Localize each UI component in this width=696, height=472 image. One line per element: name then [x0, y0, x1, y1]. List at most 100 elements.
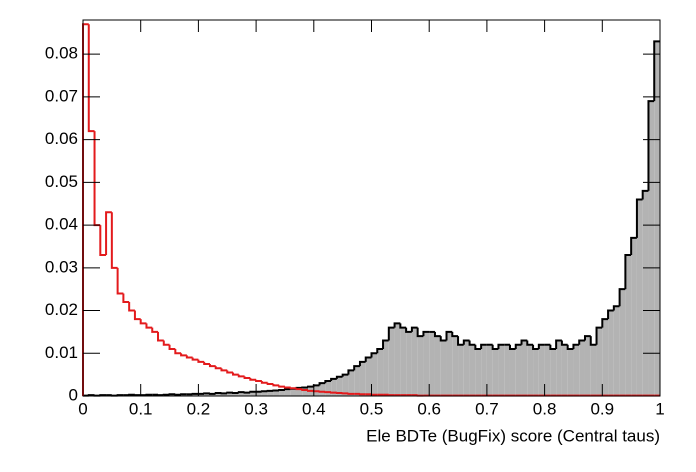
hist-bar: [636, 199, 643, 396]
hist-bar: [244, 392, 251, 396]
hist-bar: [221, 393, 228, 396]
hist-step: [578, 339, 585, 345]
hist-step: [653, 40, 660, 102]
hist-step: [168, 344, 176, 350]
hist-step: [480, 343, 487, 349]
x-tick-label: 1: [655, 399, 664, 418]
hist-bar: [567, 349, 574, 396]
hist-bar: [198, 393, 205, 396]
hist-bar: [625, 255, 632, 396]
hist-step: [197, 359, 205, 363]
hist-step: [260, 381, 268, 384]
hist-step: [422, 330, 430, 337]
hist-bar: [446, 331, 453, 396]
hist-step: [457, 336, 464, 346]
y-tick-label: 0.05: [45, 172, 78, 191]
hist-bar: [325, 381, 332, 396]
hist-bar: [215, 393, 222, 396]
hist-bar: [648, 101, 655, 396]
y-tick-label: 0: [69, 385, 78, 404]
hist-step: [180, 353, 187, 357]
hist-bar: [631, 237, 637, 396]
hist-bar: [584, 336, 591, 396]
y-tick-label: 0.06: [45, 129, 78, 148]
hist-step: [174, 349, 182, 355]
hist-step: [232, 372, 239, 376]
x-tick-label: 0.9: [590, 399, 614, 418]
hist-step: [185, 355, 193, 359]
hist-step: [249, 378, 257, 381]
hist-bar: [463, 340, 470, 396]
hist-step: [110, 212, 118, 269]
hist-step: [595, 326, 603, 345]
hist-bar: [538, 344, 545, 396]
plot-frame: [82, 19, 661, 397]
hist-step: [376, 348, 384, 354]
hist-step: [330, 377, 337, 382]
hist-bar: [527, 344, 534, 396]
hist-bar: [521, 340, 528, 396]
hist-step: [508, 344, 516, 350]
hist-bar: [331, 378, 337, 396]
x-axis-label: Ele BDTe (BugFix) score (Central taus): [366, 426, 660, 445]
hist-step: [514, 343, 522, 349]
hist-step: [93, 131, 101, 227]
hist-step: [220, 368, 228, 372]
hist-step: [474, 344, 482, 350]
hist-bar: [544, 344, 551, 396]
hist-bar: [602, 319, 609, 396]
hist-step: [612, 305, 620, 311]
hist-step: [382, 339, 389, 349]
hist-bar: [394, 323, 401, 396]
hist-step: [387, 326, 395, 341]
y-tick-label: 0.03: [45, 257, 78, 276]
hist-bar: [267, 390, 274, 396]
hist-step: [433, 331, 441, 338]
x-tick-label: 0.8: [533, 399, 557, 418]
hist-step: [237, 391, 245, 394]
hist-bar: [336, 376, 343, 396]
x-tick-label: 0.3: [244, 399, 268, 418]
hist-bar: [192, 393, 199, 396]
hist-step: [353, 365, 360, 371]
hist-step: [439, 336, 447, 342]
hist-bar: [319, 383, 326, 396]
hist-bar: [515, 344, 522, 396]
hist-bar: [596, 327, 603, 396]
hist-bar: [365, 357, 372, 396]
hist-bar: [654, 41, 660, 396]
hist-step: [549, 344, 557, 350]
hist-bar: [383, 340, 389, 396]
hist-step: [278, 385, 285, 388]
x-tick-label: 0.7: [475, 399, 499, 418]
x-tick-label: 0: [78, 399, 87, 418]
hist-step: [208, 363, 216, 368]
hist-bar: [417, 336, 424, 396]
hist-bar: [556, 340, 562, 396]
hist-step: [468, 340, 476, 346]
hist-bar: [273, 390, 280, 396]
hist-step: [226, 391, 234, 394]
hist-step: [560, 340, 568, 346]
hist-step: [301, 389, 309, 392]
hist-step: [364, 356, 372, 362]
hist-bar: [504, 344, 510, 396]
hist-bar: [377, 349, 384, 396]
hist-bar: [458, 344, 464, 396]
hist-step: [116, 267, 124, 295]
hist-bar: [573, 344, 580, 396]
hist-bar: [371, 353, 378, 396]
hist-step: [318, 382, 326, 386]
hist-bar: [256, 391, 262, 396]
hist-bar: [486, 344, 493, 396]
hist-step: [555, 339, 562, 349]
hist-step: [641, 189, 649, 200]
hist-step: [283, 386, 291, 389]
hist-bar: [204, 393, 210, 396]
hist-step: [393, 322, 401, 328]
hist-bar: [284, 389, 291, 396]
hist-step: [99, 225, 107, 256]
hist-step: [405, 327, 412, 333]
hist-step: [589, 336, 597, 346]
